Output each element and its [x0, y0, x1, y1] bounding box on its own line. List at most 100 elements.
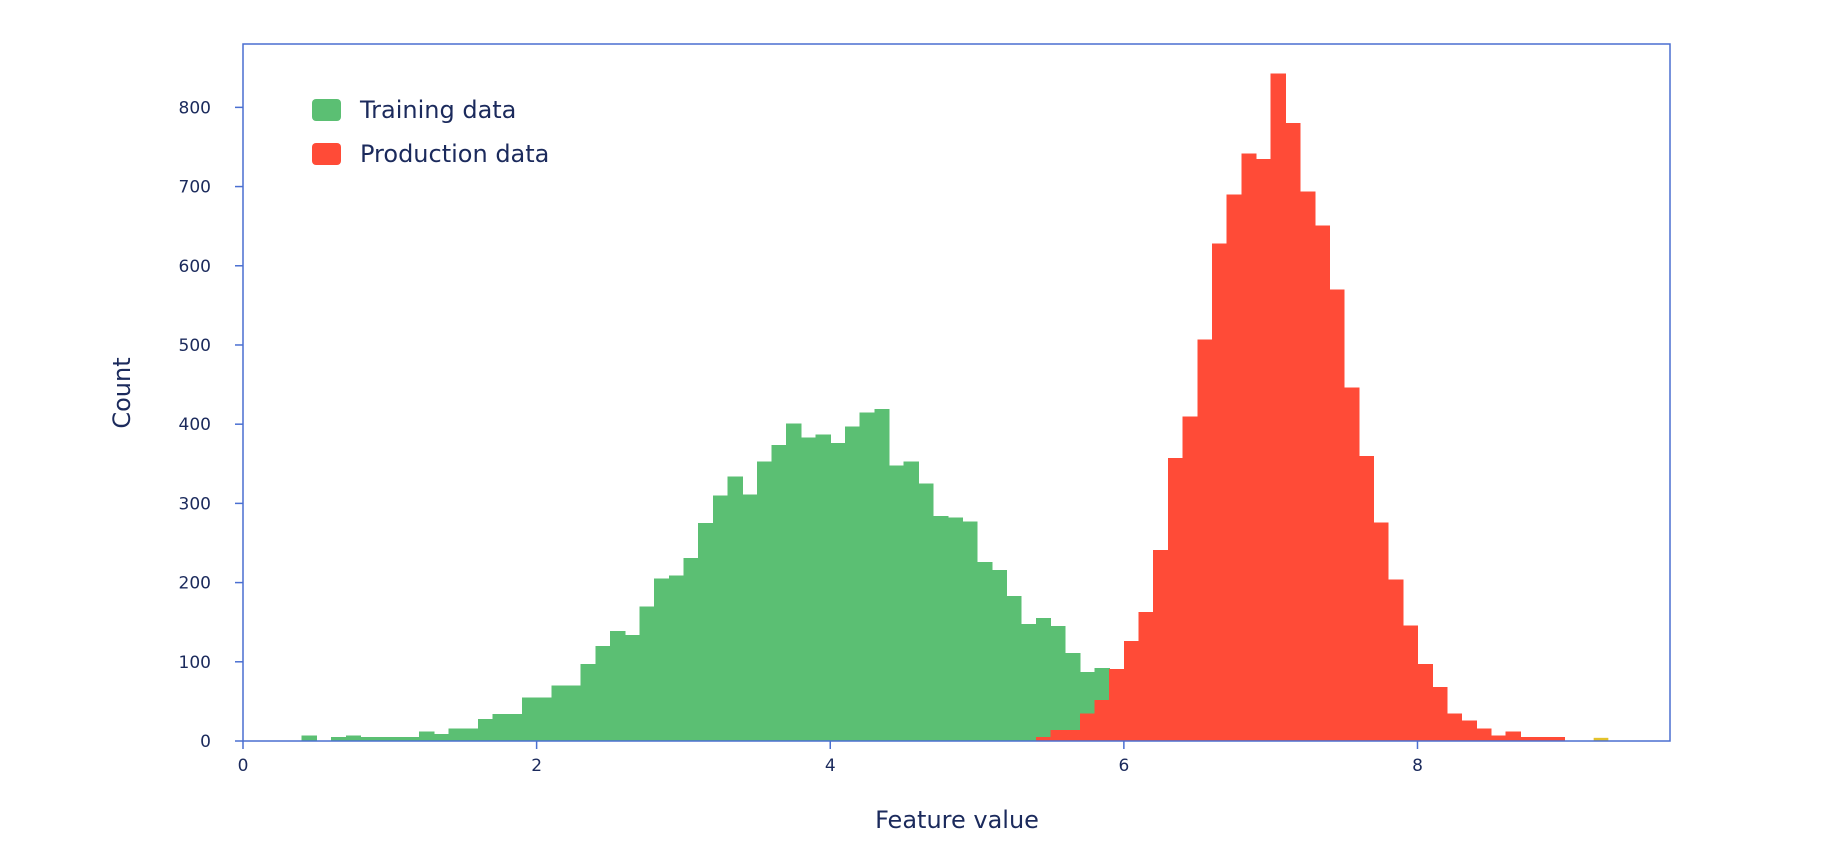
histogram-bar [992, 570, 1007, 741]
histogram-bar [918, 484, 933, 741]
histogram-bars [302, 73, 1609, 741]
histogram-bar [1300, 191, 1315, 741]
histogram-bar [948, 518, 963, 741]
histogram-bar [302, 735, 317, 741]
histogram-bar [874, 409, 889, 741]
histogram-bar [1139, 612, 1154, 741]
histogram-bar [1447, 713, 1462, 741]
y-tick-label: 500 [179, 336, 211, 356]
histogram-bar [786, 423, 801, 741]
histogram-bar [1080, 713, 1095, 741]
histogram-bar [463, 728, 478, 741]
histogram-bar [904, 461, 919, 741]
x-tick-label: 8 [1412, 756, 1423, 776]
legend-label: Training data [359, 96, 516, 124]
histogram-bar [977, 562, 992, 741]
histogram-bar [1271, 73, 1286, 741]
y-tick-label: 600 [179, 257, 211, 277]
y-axis-title: Count [108, 357, 136, 428]
histogram-bar [1212, 244, 1227, 741]
histogram-bar [346, 735, 361, 741]
legend-item: Training data [312, 96, 516, 124]
histogram-bar [1373, 522, 1388, 741]
y-tick-label: 0 [200, 732, 211, 752]
histogram-bar [1065, 730, 1080, 741]
histogram-bar [1256, 159, 1271, 741]
histogram-bar [801, 438, 816, 741]
x-axis-title: Feature value [875, 806, 1039, 834]
histogram-bar [595, 646, 610, 741]
histogram-bar [1124, 641, 1139, 741]
histogram-bar [830, 443, 845, 741]
x-tick-label: 6 [1118, 756, 1129, 776]
histogram-bar [522, 697, 537, 741]
histogram-bar [1241, 153, 1256, 741]
histogram-bar [537, 697, 552, 741]
legend: Training data Production data [312, 96, 549, 168]
histogram-bar [610, 631, 625, 741]
series-2-bars [1036, 73, 1609, 741]
histogram-bar [1315, 225, 1330, 741]
histogram-bar [1050, 730, 1065, 741]
histogram-bar [1006, 596, 1021, 741]
y-tick-label: 200 [179, 574, 211, 594]
histogram-bar [1109, 669, 1124, 741]
histogram-bar [1021, 624, 1036, 741]
histogram-bar [1388, 579, 1403, 741]
legend-item: Production data [312, 140, 549, 168]
histogram-bar [845, 427, 860, 741]
histogram-bar [772, 445, 787, 741]
histogram-bar [816, 434, 831, 741]
histogram-bar [669, 575, 684, 741]
legend-label: Production data [360, 140, 549, 168]
histogram-bar [654, 579, 669, 741]
histogram-bar [742, 495, 757, 741]
histogram-bar [727, 476, 742, 741]
y-axis: 0 100 200 300 400 500 600 700 800 [179, 98, 243, 752]
histogram-bar [449, 728, 464, 741]
y-tick-label: 100 [179, 653, 211, 673]
histogram-bar [1050, 626, 1065, 741]
histogram-bar [1153, 550, 1168, 741]
x-axis: 0 2 4 6 8 [238, 741, 1423, 776]
legend-swatch [312, 143, 341, 165]
histogram-bar [962, 522, 977, 741]
x-tick-label: 4 [825, 756, 836, 776]
histogram-bar [1095, 700, 1110, 741]
histogram-bar [683, 558, 698, 741]
histogram-bar [1344, 388, 1359, 741]
histogram-bar [933, 516, 948, 741]
histogram-bar [1432, 687, 1447, 741]
histogram-bar [1065, 653, 1080, 741]
histogram-bar [625, 635, 640, 741]
histogram-bar [1329, 290, 1344, 741]
histogram-bar [493, 714, 508, 741]
histogram-bar [419, 731, 434, 741]
x-tick-label: 0 [238, 756, 249, 776]
y-tick-label: 400 [179, 415, 211, 435]
histogram-bar [1183, 416, 1198, 741]
histogram-bar [757, 461, 772, 741]
histogram-bar [1403, 625, 1418, 741]
y-tick-label: 800 [179, 98, 211, 118]
histogram-bar [860, 412, 875, 741]
histogram-bar [1462, 720, 1477, 741]
histogram-bar [1476, 728, 1491, 741]
legend-swatch [312, 99, 341, 121]
histogram-bar [434, 734, 449, 741]
histogram-bar [1359, 456, 1374, 741]
histogram-bar [889, 465, 904, 741]
histogram-bar [507, 714, 522, 741]
histogram-bar [566, 686, 581, 741]
histogram-bar [1227, 194, 1242, 741]
histogram-bar [1036, 618, 1051, 741]
series-1-bars [302, 409, 1242, 741]
histogram-bar [1506, 731, 1521, 741]
y-tick-label: 300 [179, 494, 211, 514]
histogram-bar [639, 606, 654, 741]
histogram-bar [581, 664, 596, 741]
histogram-bar [1417, 664, 1432, 741]
histogram-bar [478, 719, 493, 741]
histogram-bar [1197, 339, 1212, 741]
